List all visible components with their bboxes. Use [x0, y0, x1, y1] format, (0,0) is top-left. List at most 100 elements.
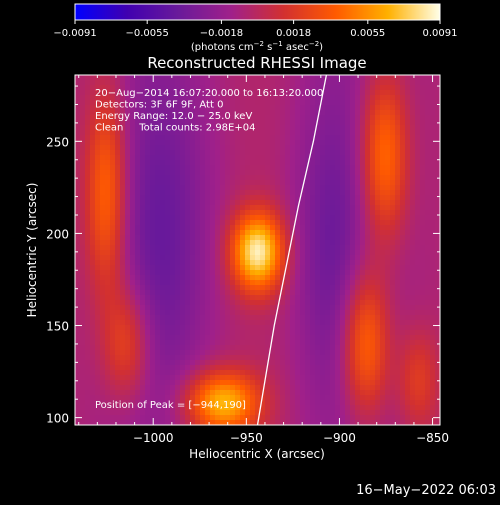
- heatmap-cell: [245, 195, 251, 201]
- heatmap-cell: [335, 305, 341, 311]
- heatmap-cell: [215, 205, 221, 211]
- heatmap-cell: [255, 310, 261, 316]
- heatmap-cell: [200, 175, 206, 181]
- heatmap-cell: [145, 210, 151, 216]
- heatmap-cell: [395, 265, 401, 271]
- heatmap-cell: [130, 375, 136, 381]
- heatmap-cell: [155, 215, 161, 221]
- heatmap-cell: [110, 255, 116, 261]
- heatmap-cell: [110, 190, 116, 196]
- heatmap-cell: [310, 285, 316, 291]
- heatmap-cell: [190, 210, 196, 216]
- heatmap-cell: [105, 245, 111, 251]
- heatmap-cell: [250, 270, 256, 276]
- heatmap-cell: [230, 300, 236, 306]
- heatmap-cell: [155, 300, 161, 306]
- heatmap-cell: [340, 210, 346, 216]
- heatmap-cell: [365, 380, 371, 386]
- heatmap-cell: [135, 165, 141, 171]
- heatmap-cell: [320, 250, 326, 256]
- heatmap-cell: [335, 150, 341, 156]
- heatmap-cell: [350, 325, 356, 331]
- heatmap-cell: [335, 410, 341, 416]
- heatmap-cell: [275, 170, 281, 176]
- heatmap-cell: [380, 345, 386, 351]
- heatmap-cell: [230, 335, 236, 341]
- heatmap-cell: [265, 380, 271, 386]
- heatmap-cell: [295, 140, 301, 146]
- heatmap-cell: [385, 155, 391, 161]
- heatmap-cell: [150, 255, 156, 261]
- heatmap-cell: [230, 215, 236, 221]
- heatmap-cell: [360, 295, 366, 301]
- heatmap-cell: [175, 340, 181, 346]
- heatmap-cell: [290, 405, 296, 411]
- heatmap-cell: [100, 160, 106, 166]
- heatmap-cell: [340, 200, 346, 206]
- heatmap-cell: [150, 155, 156, 161]
- heatmap-cell: [420, 165, 426, 171]
- heatmap-cell: [385, 100, 391, 106]
- heatmap-cell: [395, 85, 401, 91]
- heatmap-cell: [190, 240, 196, 246]
- heatmap-cell: [165, 285, 171, 291]
- heatmap-cell: [405, 165, 411, 171]
- heatmap-cell: [120, 305, 126, 311]
- heatmap-cell: [340, 85, 346, 91]
- heatmap-cell: [345, 405, 351, 411]
- heatmap-cell: [135, 245, 141, 251]
- heatmap-cell: [165, 200, 171, 206]
- heatmap-cell: [320, 355, 326, 361]
- heatmap-cell: [85, 350, 91, 356]
- heatmap-cell: [145, 195, 151, 201]
- heatmap-cell: [415, 75, 421, 81]
- heatmap-cell: [205, 80, 211, 86]
- heatmap-cell: [375, 90, 381, 96]
- heatmap-cell: [75, 110, 81, 116]
- heatmap-cell: [420, 85, 426, 91]
- heatmap-cell: [95, 215, 101, 221]
- heatmap-cell: [340, 120, 346, 126]
- heatmap-cell: [335, 245, 341, 251]
- heatmap-cell: [430, 190, 436, 196]
- heatmap-cell: [250, 350, 256, 356]
- heatmap-cell: [295, 130, 301, 136]
- heatmap-cell: [195, 375, 201, 381]
- heatmap-cell: [410, 295, 416, 301]
- heatmap-cell: [345, 335, 351, 341]
- heatmap-cell: [170, 230, 176, 236]
- heatmap-cell: [220, 230, 226, 236]
- heatmap-cell: [185, 200, 191, 206]
- heatmap-cell: [260, 340, 266, 346]
- heatmap-cell: [195, 355, 201, 361]
- heatmap-cell: [355, 245, 361, 251]
- heatmap-cell: [95, 230, 101, 236]
- heatmap-cell: [365, 290, 371, 296]
- heatmap-cell: [240, 380, 246, 386]
- heatmap-cell: [405, 210, 411, 216]
- heatmap-cell: [105, 375, 111, 381]
- heatmap-cell: [305, 305, 311, 311]
- heatmap-cell: [130, 210, 136, 216]
- heatmap-cell: [395, 330, 401, 336]
- heatmap-cell: [405, 370, 411, 376]
- heatmap-cell: [350, 215, 356, 221]
- heatmap-cell: [110, 375, 116, 381]
- heatmap-cell: [315, 135, 321, 141]
- heatmap-cell: [95, 200, 101, 206]
- heatmap-cell: [250, 290, 256, 296]
- heatmap-cell: [110, 240, 116, 246]
- heatmap-cell: [145, 340, 151, 346]
- heatmap-cell: [225, 310, 231, 316]
- heatmap-cell: [430, 120, 436, 126]
- heatmap-cell: [345, 130, 351, 136]
- heatmap-cell: [130, 385, 136, 391]
- heatmap-cell: [300, 320, 306, 326]
- heatmap-cell: [395, 170, 401, 176]
- heatmap-cell: [420, 90, 426, 96]
- heatmap-cell: [75, 305, 81, 311]
- heatmap-cell: [375, 360, 381, 366]
- heatmap-cell: [270, 145, 276, 151]
- heatmap-cell: [430, 150, 436, 156]
